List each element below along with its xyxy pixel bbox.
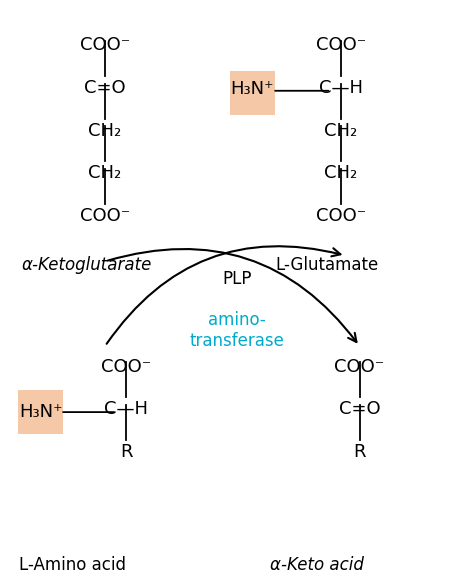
Text: COO⁻: COO⁻ <box>101 357 151 376</box>
Text: α-Ketoglutarate: α-Ketoglutarate <box>21 255 151 274</box>
Text: R: R <box>120 443 133 461</box>
Text: PLP: PLP <box>222 270 252 288</box>
Text: L-Amino acid: L-Amino acid <box>18 556 126 575</box>
FancyBboxPatch shape <box>18 390 63 434</box>
Text: α-Keto acid: α-Keto acid <box>270 556 364 575</box>
Text: CH₂: CH₂ <box>324 122 357 140</box>
Text: L-Glutamate: L-Glutamate <box>275 255 378 274</box>
Text: C—H: C—H <box>319 79 363 97</box>
Text: CH₂: CH₂ <box>324 164 357 183</box>
Text: COO⁻: COO⁻ <box>316 36 366 55</box>
Text: R: R <box>353 443 366 461</box>
Text: C=O: C=O <box>339 400 380 419</box>
Text: COO⁻: COO⁻ <box>80 36 130 55</box>
Text: CH₂: CH₂ <box>89 122 122 140</box>
Text: amino-
transferase: amino- transferase <box>190 311 284 350</box>
Text: COO⁻: COO⁻ <box>80 207 130 225</box>
Text: COO⁻: COO⁻ <box>316 207 366 225</box>
Text: COO⁻: COO⁻ <box>334 357 384 376</box>
Text: C—H: C—H <box>104 400 148 419</box>
FancyBboxPatch shape <box>230 72 275 115</box>
Text: CH₂: CH₂ <box>89 164 122 183</box>
Text: C=O: C=O <box>84 79 126 97</box>
Text: H₃N⁺: H₃N⁺ <box>230 80 274 98</box>
Text: H₃N⁺: H₃N⁺ <box>19 403 62 420</box>
